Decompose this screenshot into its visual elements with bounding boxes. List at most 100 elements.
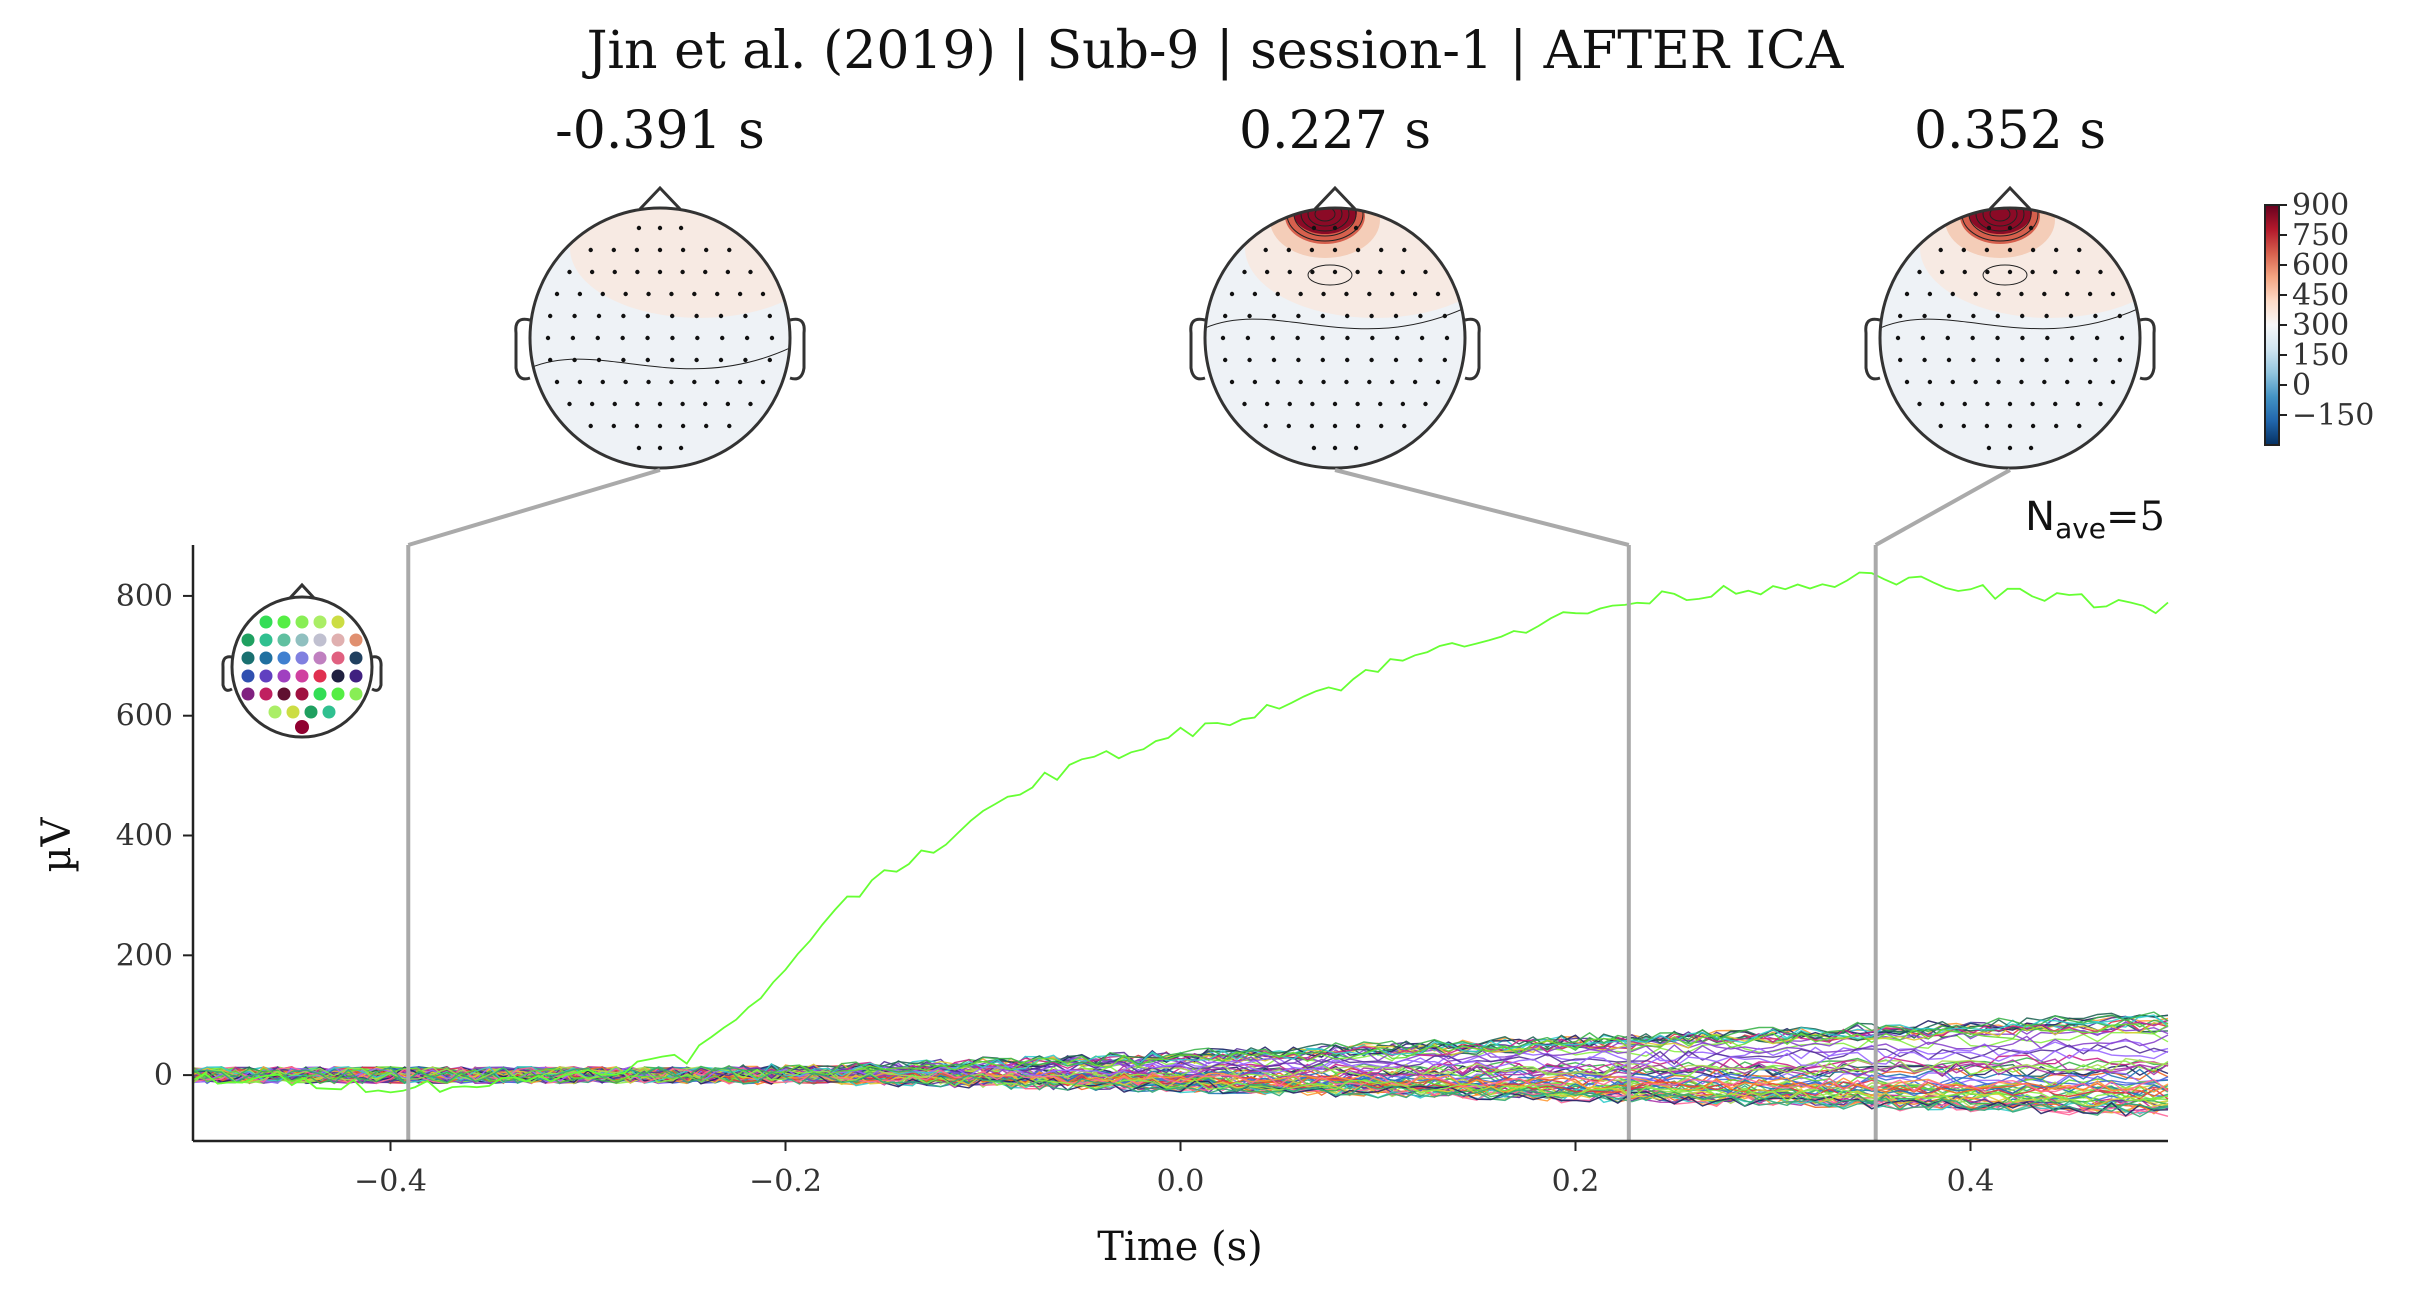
sensor-dot <box>2068 313 2074 319</box>
sensor-dot <box>1946 357 1952 363</box>
inset-sensor-dot <box>277 669 291 683</box>
sensor-dot <box>703 269 708 275</box>
sensor-dot <box>611 423 617 429</box>
sensor-dot <box>1275 291 1280 297</box>
connector-line <box>1874 468 2011 547</box>
sensor-dot <box>1412 379 1418 385</box>
sensor-dot <box>1355 423 1361 429</box>
sensor-dot <box>1996 379 2001 385</box>
nave-value: =5 <box>2106 494 2165 540</box>
sensor-dot <box>2065 291 2070 297</box>
head-outline <box>1203 206 1467 470</box>
colorbar-tick-label: 150 <box>2292 338 2349 373</box>
sensor-dot <box>2053 401 2058 407</box>
channel-trace <box>192 1066 2169 1094</box>
sensor-dot <box>670 357 675 363</box>
sensor-dot <box>635 269 640 275</box>
sensor-dot <box>2028 225 2034 231</box>
inset-sensor-dot <box>295 615 309 629</box>
sensor-dot <box>646 379 651 385</box>
inset-sensor-dot <box>331 669 345 683</box>
left-ear-icon <box>514 317 531 381</box>
sensor-dot <box>1444 335 1450 341</box>
inset-left-ear-icon <box>221 655 233 692</box>
sensor-dot <box>2065 379 2070 385</box>
inset-nose-icon <box>288 582 316 600</box>
sensor-dot <box>1419 335 1425 341</box>
sensor-dot <box>589 401 595 407</box>
sensor-dot <box>1390 291 1395 297</box>
sensor-dot <box>634 423 640 429</box>
sensor-dot <box>1920 335 1926 341</box>
head-outline <box>528 206 792 470</box>
inset-sensor-dot <box>259 615 273 629</box>
sensor-dot <box>567 269 572 275</box>
sensor-dot <box>2020 313 2025 319</box>
colorbar-tick-label: 600 <box>2292 248 2349 283</box>
inset-sensor-dot <box>295 669 309 683</box>
sensor-dot <box>2030 401 2035 407</box>
sensor-dot <box>2045 335 2050 341</box>
y-tick-label: 600 <box>116 699 173 734</box>
sensor-dot <box>1904 291 1910 297</box>
sensor-dot <box>2117 357 2123 363</box>
sensor-dot <box>1320 313 1325 319</box>
channel-trace <box>192 1066 2169 1112</box>
sensor-dot <box>1378 423 1384 429</box>
sensor-dot <box>2087 379 2093 385</box>
sensor-dot <box>2019 379 2024 385</box>
sensor-dot <box>1311 445 1317 451</box>
inset-sensor-dot <box>331 615 345 629</box>
sensor-dot <box>1917 401 1922 407</box>
nave-subscript: ave <box>2055 512 2106 545</box>
sensor-dot <box>1345 313 1350 319</box>
sensor-dot <box>1939 269 1945 275</box>
topomap-3 <box>1864 185 2156 470</box>
sensor-dot <box>1897 357 1903 363</box>
sensor-dot <box>692 291 697 297</box>
inset-sensor-dot <box>349 669 363 683</box>
nose-icon <box>1988 185 2032 211</box>
sensor-dot <box>1332 269 1338 275</box>
sensor-dot <box>1286 247 1292 253</box>
left-ear-icon <box>1864 317 1881 381</box>
sensor-dot <box>1995 313 2000 319</box>
colorbar-tick-label: 0 <box>2292 368 2311 403</box>
sensor-dot <box>737 291 743 297</box>
inset-sensor-dot <box>241 687 255 701</box>
sensor-dot <box>1296 357 1301 363</box>
sensor-dot <box>621 313 626 319</box>
sensor-dot <box>1986 225 1992 231</box>
sensor-dot <box>1222 357 1228 363</box>
sensor-dot <box>2007 225 2013 231</box>
sensor-dot <box>1996 291 2001 297</box>
dominant-channel-trace <box>192 571 2169 1094</box>
sensor-dot <box>760 379 766 385</box>
sensor-dot <box>1393 357 1399 363</box>
nave-label: Nave=5 <box>2025 494 2165 545</box>
sensor-dot <box>2007 423 2013 429</box>
sensor-dot <box>572 313 577 319</box>
x-tick-label: 0.2 <box>1552 1164 1600 1199</box>
inset-head-outline <box>230 595 374 739</box>
sensor-dot <box>1287 269 1292 275</box>
sensor-dot <box>645 357 650 363</box>
sensor-dot <box>2042 379 2047 385</box>
sensor-dot <box>2110 379 2116 385</box>
sensor-dot <box>694 357 699 363</box>
sensor-dot <box>1985 401 1990 407</box>
sensor-dot <box>767 313 773 319</box>
topomap-time-label-1: -0.391 s <box>555 101 765 161</box>
connector-line <box>1334 468 1630 547</box>
topomap-2 <box>1189 185 1481 470</box>
inset-sensor-dot <box>295 633 309 647</box>
sensor-dot <box>1252 291 1258 297</box>
sensor-dot <box>623 379 628 385</box>
sensor-dot <box>1971 313 1976 319</box>
sensor-dot <box>1353 225 1359 231</box>
sensor-dot <box>1378 401 1383 407</box>
y-tick-label: 0 <box>154 1058 173 1093</box>
sensor-dot <box>1229 379 1235 385</box>
sensor-dot <box>1242 269 1247 275</box>
y-ticks: 0 200 400 600 800 <box>116 579 193 1093</box>
